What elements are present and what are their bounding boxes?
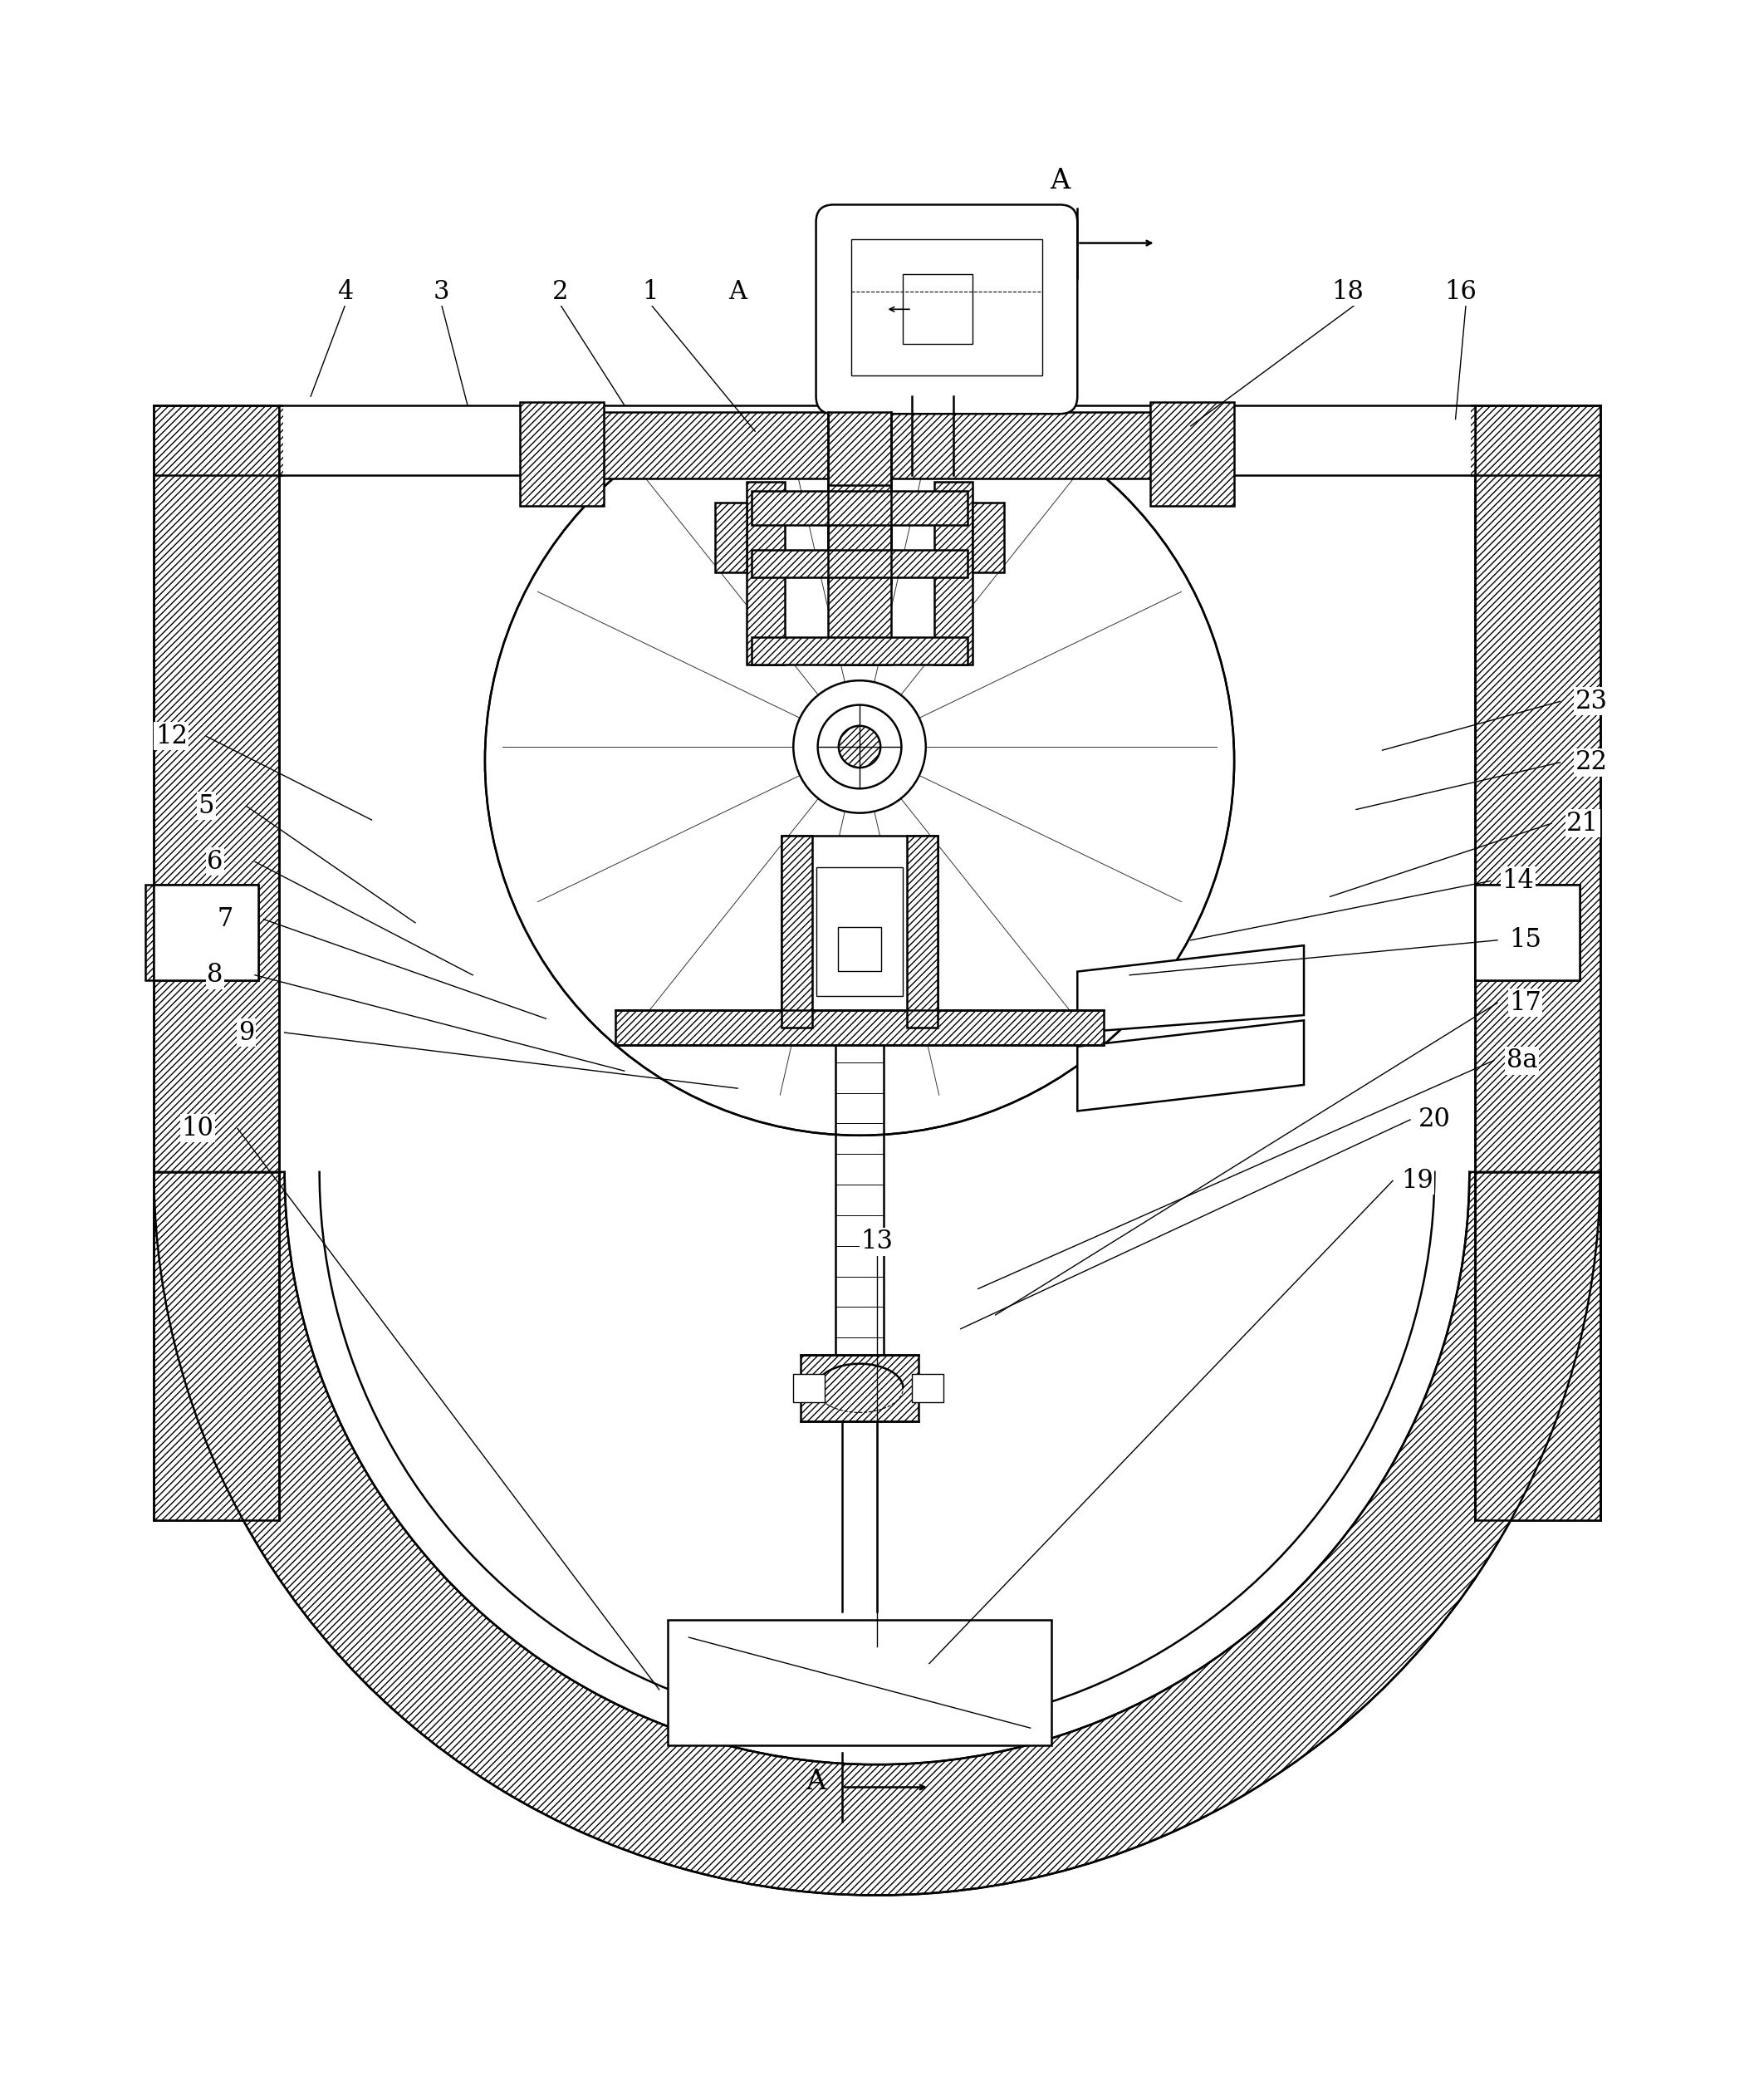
Polygon shape (751, 636, 968, 666)
Polygon shape (1151, 401, 1235, 506)
Text: 21: 21 (1566, 811, 1600, 836)
Polygon shape (519, 401, 603, 506)
Text: 17: 17 (1508, 989, 1542, 1016)
Polygon shape (907, 836, 938, 1027)
Text: 1: 1 (642, 279, 658, 304)
Text: 10: 10 (181, 1115, 214, 1140)
Polygon shape (154, 1172, 1600, 1894)
Text: 4: 4 (337, 279, 354, 304)
Bar (781, 836, 938, 1027)
Circle shape (484, 386, 1235, 1136)
Polygon shape (279, 405, 1475, 475)
Polygon shape (751, 550, 968, 578)
Circle shape (793, 680, 926, 813)
Text: 22: 22 (1575, 750, 1608, 775)
Text: 23: 23 (1575, 689, 1608, 714)
Text: 9: 9 (239, 1021, 254, 1046)
Polygon shape (716, 502, 745, 573)
Text: 20: 20 (1419, 1107, 1451, 1132)
Polygon shape (781, 836, 812, 1027)
Text: A: A (1051, 168, 1070, 193)
Bar (838, 926, 881, 970)
Polygon shape (154, 1172, 279, 1520)
Polygon shape (1475, 405, 1600, 1520)
Text: 7: 7 (217, 907, 233, 932)
Text: 8a: 8a (1507, 1048, 1537, 1073)
Polygon shape (800, 1354, 919, 1422)
Text: A: A (805, 1768, 826, 1796)
Polygon shape (1475, 1172, 1600, 1520)
Text: 6: 6 (207, 848, 223, 874)
Bar (1475, 884, 1579, 981)
Polygon shape (1475, 884, 1579, 981)
Text: 2: 2 (553, 279, 568, 304)
Bar (793, 1373, 824, 1403)
Text: 8: 8 (207, 962, 223, 987)
Polygon shape (146, 884, 258, 981)
Polygon shape (973, 502, 1005, 573)
Text: A: A (728, 279, 747, 304)
Polygon shape (745, 481, 784, 666)
Polygon shape (935, 481, 973, 666)
Bar (912, 1373, 944, 1403)
Bar (154, 884, 258, 981)
Text: 12: 12 (154, 722, 188, 750)
FancyBboxPatch shape (816, 204, 1077, 414)
Text: 3: 3 (433, 279, 449, 304)
Text: 14: 14 (1501, 867, 1535, 895)
Polygon shape (1077, 945, 1303, 1033)
Text: 18: 18 (1331, 279, 1363, 304)
Bar (282, 313, 1472, 479)
Text: 13: 13 (861, 1228, 893, 1254)
Circle shape (817, 706, 902, 790)
Polygon shape (828, 485, 891, 666)
Text: 5: 5 (198, 794, 214, 819)
Polygon shape (751, 491, 968, 525)
Polygon shape (828, 412, 891, 584)
Polygon shape (616, 1010, 1103, 1046)
Polygon shape (528, 412, 1226, 479)
Text: 15: 15 (1508, 928, 1542, 953)
Bar (668, 1619, 1051, 1745)
Bar (903, 275, 973, 344)
Text: 16: 16 (1445, 279, 1477, 304)
Polygon shape (154, 405, 279, 1520)
Text: 19: 19 (1401, 1168, 1433, 1193)
Bar (816, 867, 903, 995)
Bar (851, 239, 1042, 376)
Polygon shape (1077, 1021, 1303, 1111)
Circle shape (498, 399, 1221, 1121)
